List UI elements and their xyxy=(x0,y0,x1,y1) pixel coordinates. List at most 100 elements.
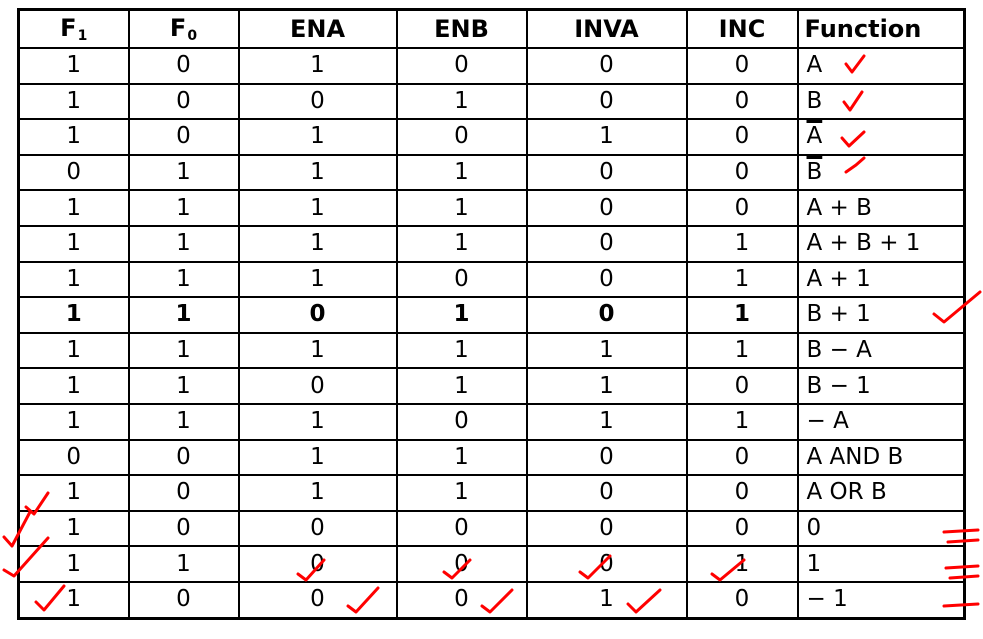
function-cell: A + B xyxy=(796,189,966,227)
table-cell: 1 xyxy=(685,296,799,334)
header-inva: INVA xyxy=(525,8,688,49)
function-label: A + B xyxy=(806,194,872,221)
table-cell: 0 xyxy=(17,438,130,477)
table-cell: 0 xyxy=(127,47,240,85)
table-cell: 1 xyxy=(237,402,398,441)
table-cell: 0 xyxy=(237,545,398,583)
table-cell: 1 xyxy=(127,367,240,405)
table-cell: 1 xyxy=(17,331,130,370)
table-cell: 1 xyxy=(17,580,130,620)
table-cell: 0 xyxy=(685,509,799,548)
table-cell: 1 xyxy=(127,545,240,583)
table-cell: 0 xyxy=(685,189,799,227)
function-label: A + B + 1 xyxy=(806,230,921,257)
table-cell: 0 xyxy=(237,580,398,620)
table-cell: 0 xyxy=(237,509,398,548)
header-f1: F1 xyxy=(17,8,130,49)
table-cell: 0 xyxy=(395,118,528,156)
table-cell: 0 xyxy=(525,189,688,227)
table-row: 1 1 1 0 1 1− A xyxy=(17,402,966,441)
table-cell: 1 xyxy=(525,402,688,441)
function-label: 1 xyxy=(806,550,822,577)
table-cell: 0 xyxy=(17,153,130,192)
function-cell: 0 xyxy=(796,509,966,548)
table-cell: 1 xyxy=(395,189,528,227)
table-cell: 1 xyxy=(17,545,130,583)
table-cell: 0 xyxy=(395,545,528,583)
table-cell: 1 xyxy=(525,118,688,156)
table-cell: 0 xyxy=(525,47,688,85)
table-cell: 0 xyxy=(237,367,398,405)
table-cell: 1 xyxy=(237,189,398,227)
table-cell: 0 xyxy=(525,474,688,512)
table-cell: 1 xyxy=(17,47,130,85)
table-cell: 1 xyxy=(17,189,130,227)
function-label: B − 1 xyxy=(806,372,871,399)
table-row: 1 0 0 0 1 0− 1 xyxy=(17,580,966,620)
table-cell: 0 xyxy=(685,118,799,156)
function-label: A OR B xyxy=(806,479,887,506)
table-cell: 0 xyxy=(685,82,799,121)
function-label: B xyxy=(806,87,823,114)
table-cell: 0 xyxy=(685,47,799,85)
table-cell: 0 xyxy=(127,509,240,548)
table-cell: 1 xyxy=(237,331,398,370)
table-cell: 1 xyxy=(237,474,398,512)
function-cell: A OR B xyxy=(796,474,966,512)
table-cell: 1 xyxy=(395,474,528,512)
table-cell: 1 xyxy=(17,296,130,334)
function-label: A + 1 xyxy=(806,265,871,292)
header-inc: INC xyxy=(685,8,799,49)
function-cell: A AND B xyxy=(796,438,966,477)
table-cell: 1 xyxy=(525,331,688,370)
function-cell: A xyxy=(796,118,966,156)
function-label: − 1 xyxy=(806,586,848,613)
function-cell: A + B + 1 xyxy=(796,224,966,263)
table-cell: 1 xyxy=(237,47,398,85)
table-cell: 0 xyxy=(525,509,688,548)
table-cell: 0 xyxy=(525,296,688,334)
table-cell: 0 xyxy=(525,82,688,121)
table-cell: 0 xyxy=(395,509,528,548)
table-cell: 1 xyxy=(237,438,398,477)
table-cell: 1 xyxy=(17,474,130,512)
table-cell: 1 xyxy=(395,331,528,370)
table-cell: 1 xyxy=(395,153,528,192)
function-cell: A xyxy=(796,47,966,85)
table-cell: 1 xyxy=(127,331,240,370)
table-cell: 0 xyxy=(127,438,240,477)
table-cell: 0 xyxy=(685,438,799,477)
header-f0: F0 xyxy=(127,8,240,49)
function-cell: B − A xyxy=(796,331,966,370)
table-cell: 0 xyxy=(395,260,528,299)
table-cell: 1 xyxy=(395,82,528,121)
header-ena: ENA xyxy=(237,8,398,49)
table-cell: 1 xyxy=(685,402,799,441)
function-cell: 1 xyxy=(796,545,966,583)
table-cell: 1 xyxy=(685,545,799,583)
function-label: − A xyxy=(806,408,849,435)
function-label: A AND B xyxy=(806,443,904,470)
table-cell: 1 xyxy=(685,224,799,263)
table-cell: 1 xyxy=(17,402,130,441)
table-cell: 1 xyxy=(17,82,130,121)
function-cell: − A xyxy=(796,402,966,441)
function-cell: − 1 xyxy=(796,580,966,620)
function-cell: B xyxy=(796,82,966,121)
table-cell: 1 xyxy=(395,438,528,477)
table-cell: 1 xyxy=(127,296,240,334)
table-cell: 1 xyxy=(17,367,130,405)
table-cell: 1 xyxy=(525,367,688,405)
function-label: B − A xyxy=(806,337,872,364)
